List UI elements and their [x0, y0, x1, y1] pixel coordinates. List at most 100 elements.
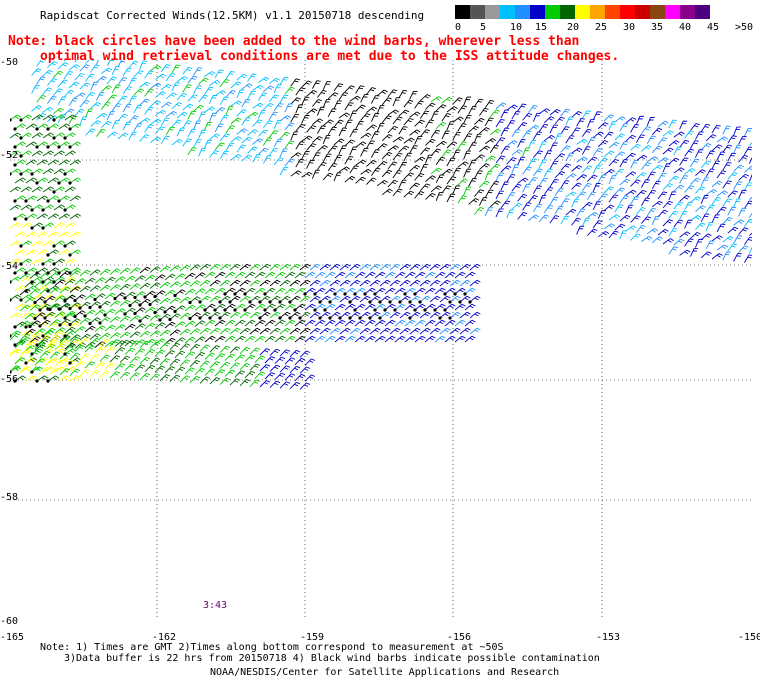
flag-circle [423, 308, 427, 312]
wind-barb [309, 327, 321, 335]
wind-barb [744, 218, 752, 227]
wind-barb [174, 273, 186, 280]
wind-barb [733, 126, 741, 136]
wind-barb [165, 126, 175, 136]
wind-barb [673, 167, 685, 174]
wind-barb [39, 366, 51, 375]
wind-barb [646, 135, 656, 145]
wind-barb [139, 330, 151, 338]
flag-circle [468, 300, 472, 304]
wind-barb [134, 348, 146, 356]
wind-barb [164, 350, 176, 358]
wind-barb [219, 79, 230, 88]
wind-barb [414, 172, 425, 181]
legend-swatch [530, 5, 545, 19]
wind-barb [679, 157, 689, 166]
wind-barb [53, 330, 65, 337]
wind-barb [359, 327, 371, 335]
flag-circle [63, 334, 67, 338]
wind-barb [219, 96, 229, 106]
wind-barb [334, 335, 346, 343]
wind-barb [74, 60, 77, 63]
wind-barb [662, 238, 674, 245]
wind-barb [74, 344, 86, 352]
wind-barb [84, 345, 96, 353]
flag-circle [383, 308, 387, 312]
wind-barb [214, 319, 226, 327]
wind-barb [236, 89, 245, 99]
wind-barb [31, 68, 42, 76]
wind-barb [619, 158, 629, 168]
wind-barb [249, 347, 261, 355]
wind-barb [679, 195, 691, 202]
wind-barb [182, 103, 194, 111]
wind-barb [597, 140, 609, 148]
flag-circle [433, 308, 437, 312]
wind-barb [219, 327, 231, 335]
wind-barb [36, 231, 48, 238]
wind-barb [457, 195, 467, 204]
wind-barb [155, 109, 167, 116]
wind-barb [389, 327, 401, 335]
wind-barb [339, 263, 351, 271]
wind-barb [263, 155, 272, 164]
wind-barb [630, 143, 641, 151]
flag-circle [203, 308, 207, 312]
wind-barb [194, 320, 206, 327]
wind-barb [700, 233, 712, 241]
wind-barb [68, 97, 78, 107]
flag-circle [10, 280, 12, 284]
flag-circle [57, 145, 61, 149]
lat-label: -60 [0, 616, 19, 627]
flag-circle [30, 280, 34, 284]
wind-barb [194, 288, 206, 295]
lat-label: -52 [0, 150, 19, 161]
wind-barb [398, 89, 408, 99]
wind-barb [469, 263, 481, 271]
flag-circle [263, 292, 267, 296]
wind-barb [79, 317, 91, 325]
wind-barb [398, 161, 408, 171]
wind-barb [119, 315, 131, 323]
wind-barb [289, 381, 301, 390]
wind-barb [364, 303, 376, 311]
wind-barb [376, 89, 388, 97]
wind-barb [522, 183, 531, 193]
flag-circle [19, 136, 23, 140]
wind-barb [716, 244, 728, 251]
flag-circle [13, 163, 17, 167]
wind-barb [249, 311, 261, 319]
wind-barb [587, 191, 597, 200]
wind-barb [657, 209, 668, 218]
wind-barb [738, 227, 749, 235]
wind-barb [403, 99, 414, 108]
wind-barb [625, 152, 636, 160]
wind-barb [89, 337, 101, 346]
wind-barb [738, 245, 749, 253]
wind-barb [528, 124, 540, 131]
wind-barb [264, 271, 276, 279]
wind-barb [495, 208, 504, 218]
wind-barb [409, 164, 421, 172]
wind-barb [538, 159, 548, 169]
wind-barb [219, 150, 229, 160]
wind-barb [239, 378, 251, 387]
flag-circle [258, 300, 262, 304]
flag-circle [443, 292, 447, 296]
wind-barb [239, 327, 251, 335]
wind-barb [128, 60, 139, 69]
wind-barb [219, 345, 231, 353]
flag-circle [348, 316, 352, 320]
wind-barb [722, 216, 733, 225]
wind-barb [543, 150, 553, 159]
wind-barb [89, 285, 101, 292]
wind-barb [289, 365, 301, 374]
wind-barb [42, 168, 54, 175]
wind-barb [149, 314, 161, 321]
wind-barb [554, 153, 566, 161]
flag-circle [13, 127, 17, 131]
wind-barb [284, 357, 296, 365]
legend-label: >50 knots [735, 22, 760, 33]
wind-barb [576, 191, 587, 199]
wind-barb [42, 240, 54, 247]
